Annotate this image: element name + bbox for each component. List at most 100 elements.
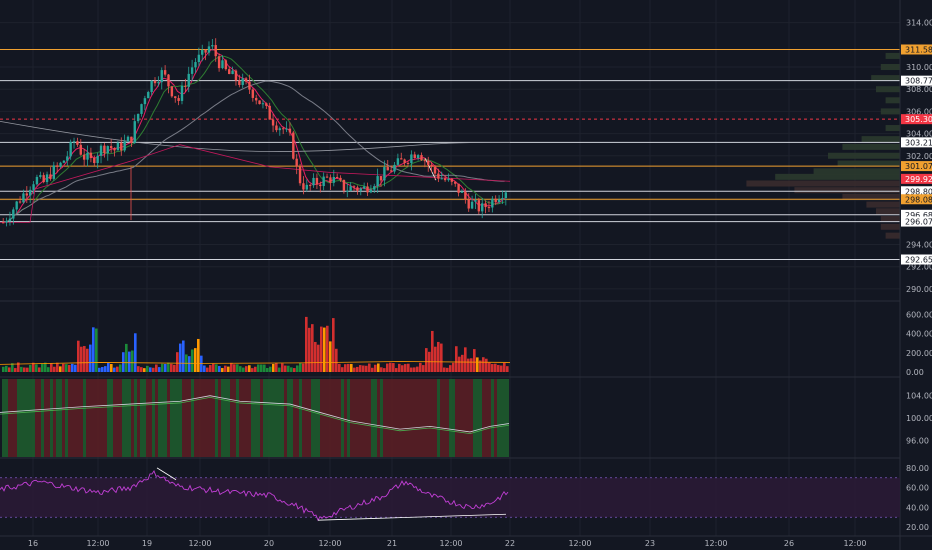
candle-body [491,198,494,208]
volume-bar [59,366,62,372]
volume-bar [398,363,401,372]
candle-body [32,184,35,190]
oscillator-band [497,379,500,457]
volume-bar [353,367,356,372]
volume-bar [245,366,248,372]
time-axis[interactable]: 16 12:00 19 12:00 20 12:00 21 12:00 22 12:00 23 12:… [28,539,867,548]
candle-body [275,125,278,131]
candle-body [113,148,116,151]
volume-bar [35,364,38,372]
volume-bar [344,364,347,372]
price-level-tag [901,216,932,227]
volume-bar [332,318,335,372]
volume-bar [293,368,296,372]
price-level-tags: 311.58 308.77 305.30 303.21 301.07 299.92 298.… [901,44,932,265]
oscillator-band [137,379,140,457]
oscillator-band [455,379,458,457]
price-level-tag [901,75,932,86]
candle-body [72,141,76,143]
oscillator-band [419,379,422,457]
candle-body [224,60,228,70]
candle-body [160,70,163,83]
volume-axis[interactable]: 600.00 400.00 200.00 0.00 [906,311,932,377]
oscillator-pane[interactable] [0,379,510,457]
oscillator-band [32,379,35,457]
candle-body [305,184,308,190]
oscillator-band [80,379,83,457]
candle-body [379,176,383,181]
volume-bar [431,330,434,372]
volume-profile-bar [842,143,900,150]
oscillator-band [191,379,194,457]
oscillator-band [350,379,353,457]
oscillator-band [479,379,482,457]
oscillator-band [380,379,383,457]
volume-bar [29,364,32,372]
price-axis[interactable]: 314.00 310.00 308.00 306.00 304.00 302.00 298.… [906,19,932,294]
volume-bar [134,333,137,372]
volume-bar [302,363,305,372]
rsi-axis[interactable]: 80.00 60.00 40.00 20.00 [906,464,929,532]
candle-body [292,132,295,159]
oscillator-band [65,379,68,457]
time-tick-label: 12:00 [843,539,866,548]
candle-body [15,201,18,210]
volume-bar [89,344,92,372]
volume-bar [383,368,386,372]
volume-bar [317,344,320,372]
volume-bar [116,366,119,372]
oscillator-band [431,379,434,457]
candle-body [86,152,89,160]
volume-pane[interactable] [0,316,511,372]
candle-body [255,97,258,101]
volume-bar [254,366,257,372]
oscillator-band [308,379,311,457]
candle-body [278,128,282,131]
candle-body [325,176,329,178]
rsi-pane[interactable] [0,467,900,522]
volume-bar [221,368,224,372]
oscillator-band [38,379,41,457]
volume-bar [53,366,56,372]
volume-bar [482,357,485,372]
candle-body [416,155,420,159]
candle-body [332,177,335,183]
price-pane[interactable] [0,38,900,261]
oscillator-band [404,379,407,457]
volume-bar [68,364,71,372]
candle-body [52,165,55,179]
candle-body [403,159,406,163]
candle-body [447,178,450,181]
oscillator-band [239,379,242,457]
oscillator-band [374,379,377,457]
volume-bar [62,363,65,372]
oscillator-band [113,379,116,457]
moving-averages [0,49,511,223]
oscillator-axis[interactable]: 104.00 100.00 96.00 [906,392,932,446]
price-tick-label: 304.00 [906,130,932,139]
volume-bar [104,366,107,372]
volume-bar [236,364,239,372]
price-level-tag [901,137,932,148]
oscillator-band [305,379,308,457]
oscillator-band [104,379,107,457]
level-lines [0,48,900,261]
candle-body [356,187,359,191]
volume-bar [233,364,236,372]
candle-body [211,45,214,47]
volume-bar [173,364,176,372]
oscillator-band [107,379,110,457]
candle-body [369,189,373,193]
volume-profile-bar [746,180,900,187]
volume-bar [467,358,470,372]
volume-bar [341,367,344,372]
volume-tick-label: 200.00 [906,349,932,358]
ma-slow-line [1,80,505,223]
oscillator-band [161,379,164,457]
candle-body [443,178,447,181]
candle-body [467,199,470,209]
candle-body [136,113,140,122]
candle-body [322,176,325,187]
oscillator-band [290,379,293,457]
